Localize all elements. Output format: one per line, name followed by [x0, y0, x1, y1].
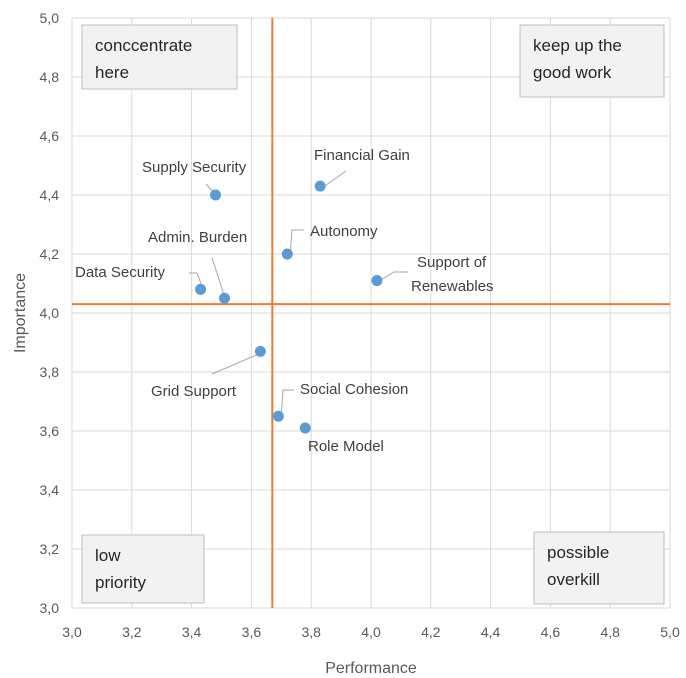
x-axis-ticks: 3,0 3,2 3,4 3,6 3,8 4,0 4,2 4,4 4,6 4,8 5,0	[62, 624, 680, 640]
point-label: Role Model	[308, 438, 384, 455]
y-tick-label: 3,0	[40, 600, 60, 616]
quadrant-label-line: priority	[95, 573, 147, 592]
leader-line	[321, 170, 347, 189]
y-tick-label: 4,4	[40, 187, 60, 203]
point-label: Social Cohesion	[300, 381, 408, 398]
y-axis-title: Importance	[12, 273, 29, 353]
data-point	[254, 345, 266, 357]
y-tick-label: 4,6	[40, 128, 60, 144]
x-tick-label: 3,6	[242, 624, 262, 640]
quadrant-box-bottom-left: low priority	[81, 534, 205, 604]
x-tick-label: 3,0	[62, 624, 82, 640]
x-tick-label: 3,4	[182, 624, 202, 640]
leader-line	[380, 271, 408, 281]
y-tick-label: 3,6	[40, 423, 60, 439]
data-point	[195, 283, 207, 295]
grid-lines	[71, 17, 671, 609]
data-point	[218, 292, 230, 304]
point-label: Autonomy	[310, 223, 378, 240]
leader-line	[211, 257, 226, 299]
point-label: Admin. Burden	[148, 229, 247, 246]
leader-line	[280, 389, 294, 419]
quadrant-box-bg	[81, 534, 205, 604]
quadrant-label-line: keep up the	[533, 36, 622, 55]
x-tick-label: 5,0	[660, 624, 680, 640]
x-axis-title: Performance	[325, 660, 417, 677]
data-point	[272, 410, 284, 422]
quadrant-box-bg	[81, 24, 238, 90]
point-label: Renewables	[411, 278, 494, 295]
quadrant-label-line: here	[95, 63, 129, 82]
x-tick-label: 4,4	[481, 624, 501, 640]
data-point	[314, 180, 326, 192]
x-tick-label: 4,8	[600, 624, 620, 640]
data-points	[195, 180, 383, 434]
point-label: Data Security	[75, 264, 166, 281]
quadrant-labels: conccentrate here keep up the good work low p…	[81, 24, 665, 605]
quadrant-box-top-right: keep up the good work	[519, 24, 665, 98]
x-tick-label: 4,0	[361, 624, 381, 640]
y-tick-label: 4,2	[40, 246, 60, 262]
quadrant-box-top-left: conccentrate here	[81, 24, 238, 90]
data-point	[299, 422, 311, 434]
point-label: Grid Support	[151, 383, 237, 400]
quadrant-label-line: low	[95, 546, 121, 565]
x-tick-label: 3,2	[122, 624, 142, 640]
x-tick-label: 3,8	[301, 624, 321, 640]
point-labels: Supply Security Financial Gain Autonomy Adm…	[75, 147, 494, 455]
data-point	[281, 248, 293, 260]
y-tick-label: 5,0	[40, 10, 60, 26]
y-tick-label: 3,8	[40, 364, 60, 380]
y-tick-label: 4,8	[40, 69, 60, 85]
point-label: Financial Gain	[314, 147, 410, 164]
y-axis-ticks: 3,0 3,2 3,4 3,6 3,8 4,0 4,2 4,4 4,6 4,8 5,0	[40, 10, 60, 616]
point-label: Supply Security	[142, 159, 247, 176]
quadrant-box-bg	[519, 24, 665, 98]
y-tick-label: 3,2	[40, 541, 60, 557]
quadrant-box-bottom-right: possible overkill	[533, 531, 665, 605]
point-label: Support of	[417, 254, 487, 271]
y-tick-label: 3,4	[40, 482, 60, 498]
x-tick-label: 4,6	[541, 624, 561, 640]
quadrant-box-bg	[533, 531, 665, 605]
quadrant-label-line: conccentrate	[95, 36, 192, 55]
reference-lines	[72, 18, 670, 608]
x-tick-label: 4,2	[421, 624, 441, 640]
quadrant-label-line: good work	[533, 63, 612, 82]
leader-line	[289, 229, 304, 258]
data-point	[210, 189, 222, 201]
quadrant-label-line: overkill	[547, 570, 600, 589]
leader-line	[189, 272, 204, 290]
quadrant-label-line: possible	[547, 543, 609, 562]
y-tick-label: 4,0	[40, 305, 60, 321]
data-point	[371, 275, 383, 287]
label-leader-lines	[189, 170, 408, 419]
leader-line	[211, 352, 262, 375]
